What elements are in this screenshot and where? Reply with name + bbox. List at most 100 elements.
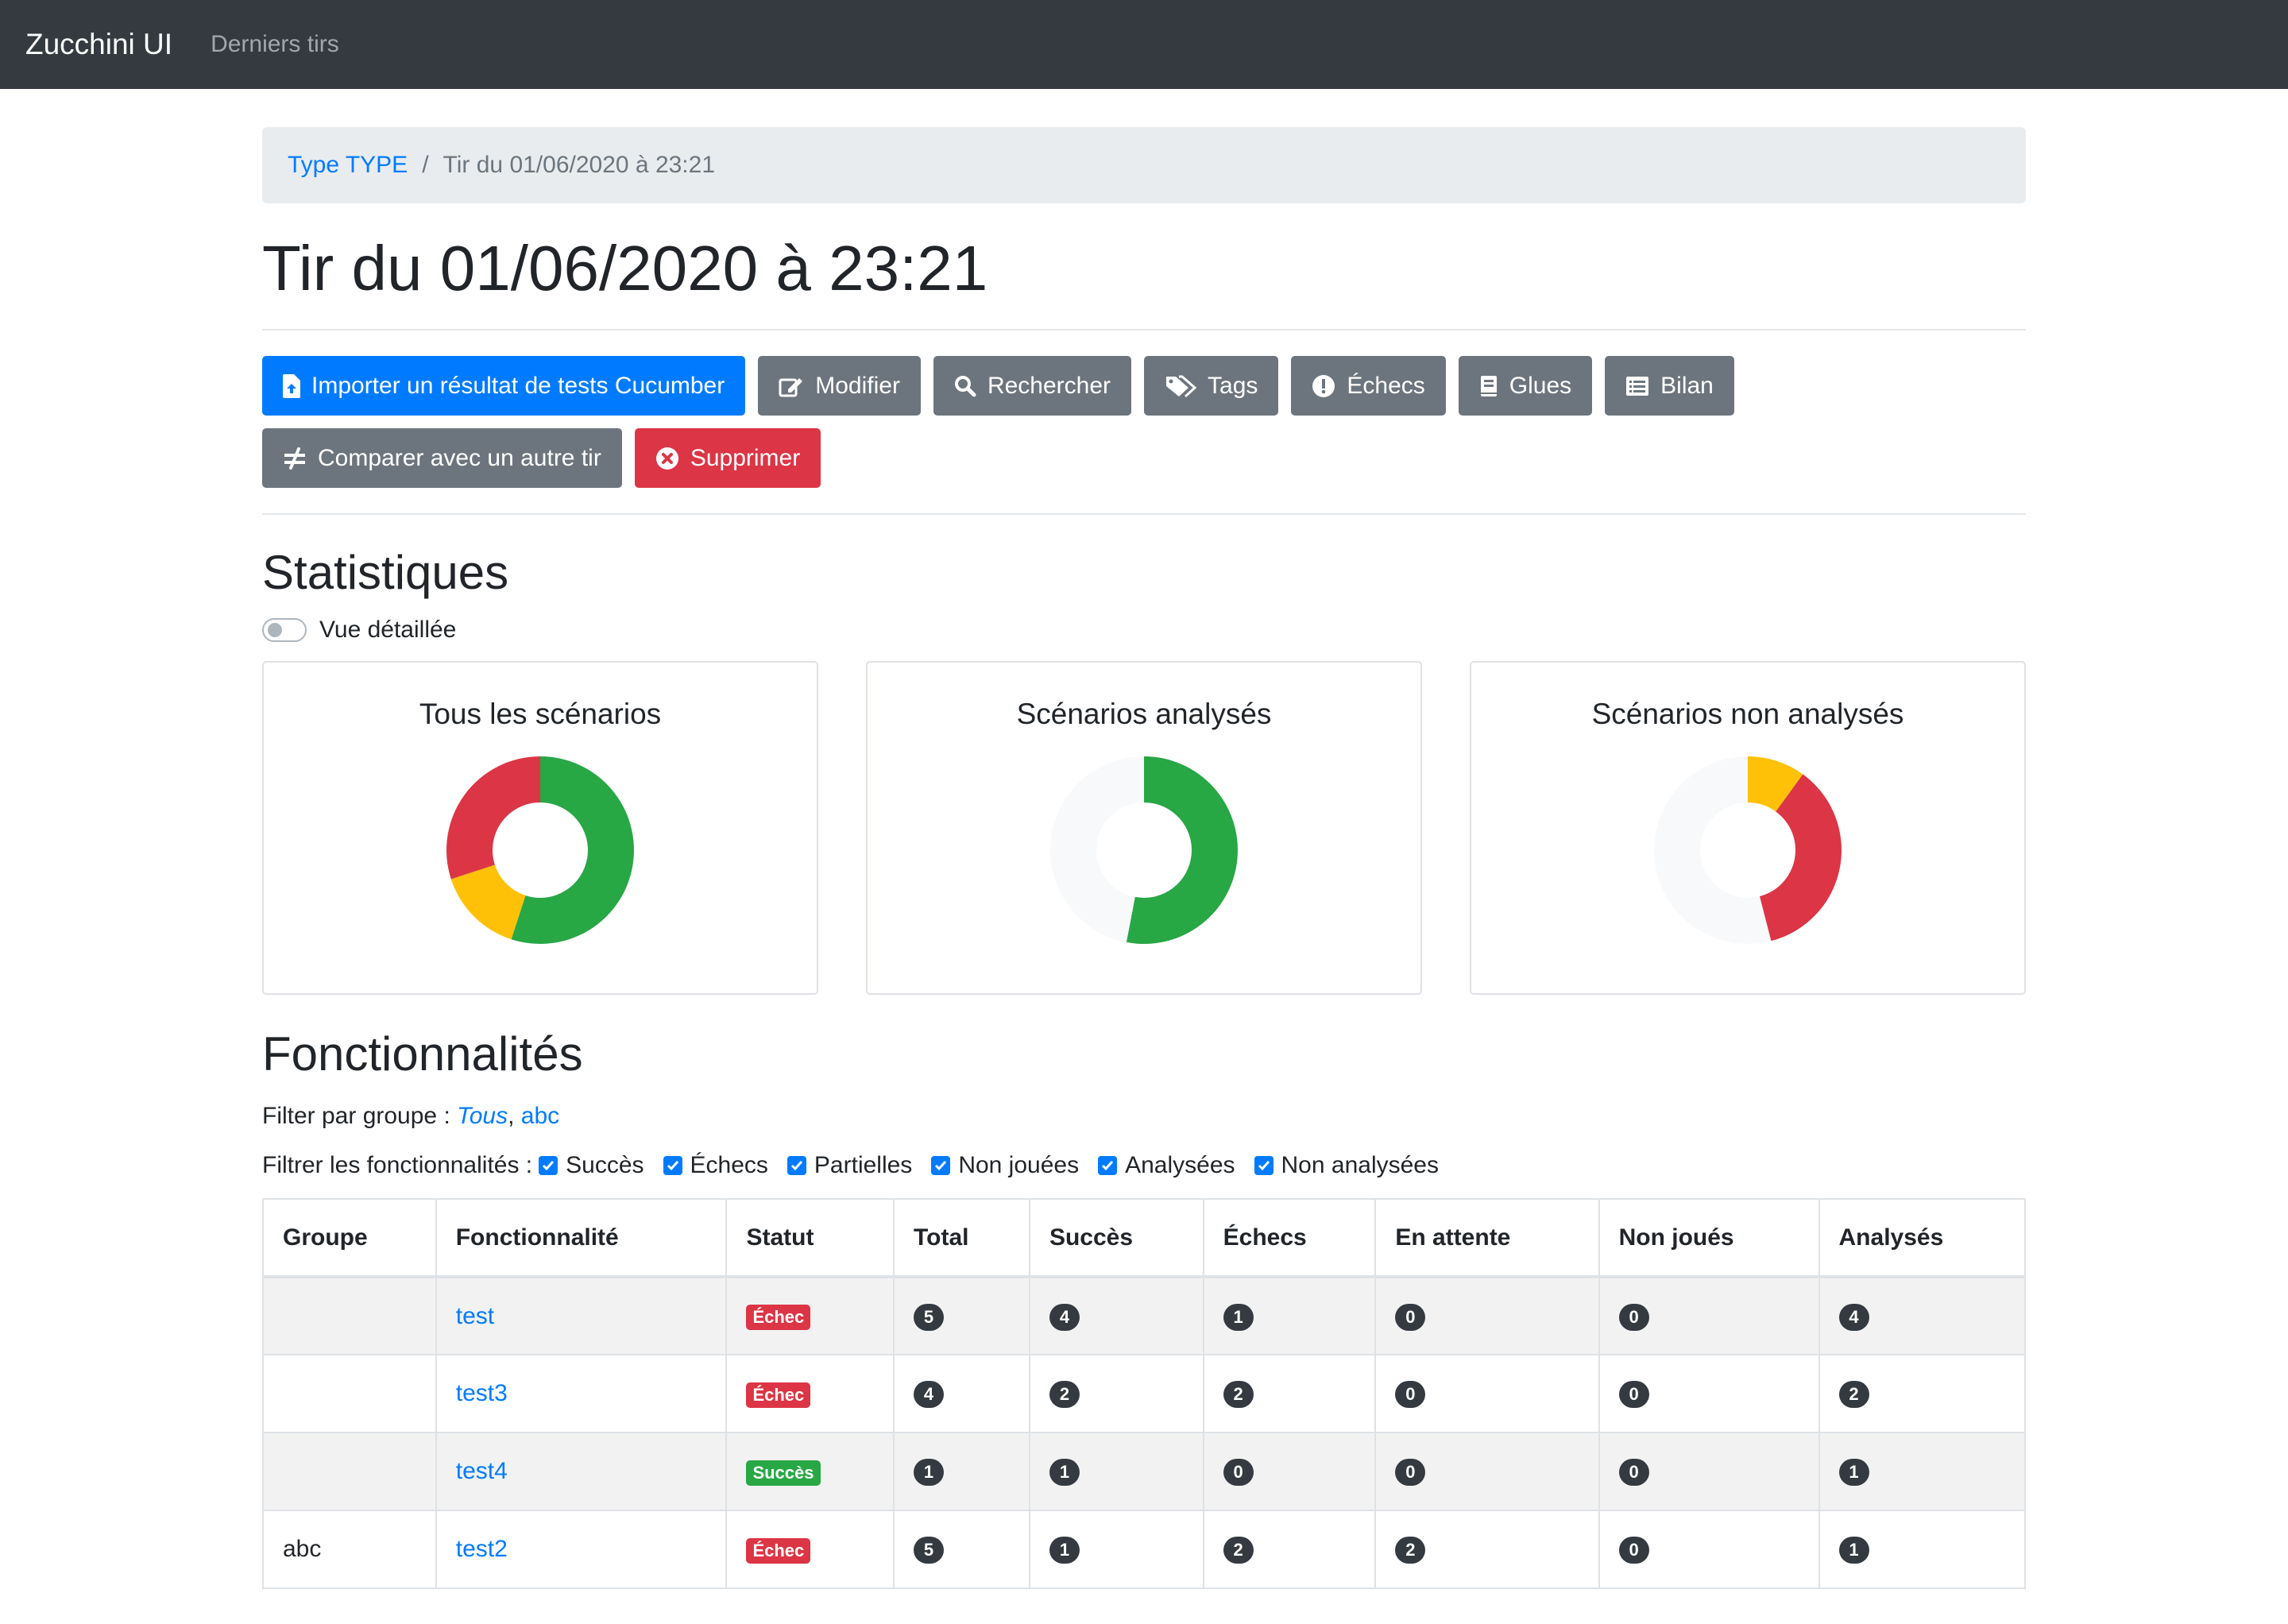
filter-checkbox-analysed[interactable] (1098, 1156, 1118, 1175)
cell-pending: 0 (1374, 1276, 1600, 1355)
feature-link[interactable]: test (455, 1302, 495, 1329)
filter-checkbox-not-analysed[interactable] (1254, 1156, 1273, 1175)
tags-label: Tags (1208, 372, 1258, 399)
table-header-row: Groupe Fonctionnalité Statut Total Succès Éch… (262, 1198, 2027, 1278)
search-button[interactable]: Rechercher (933, 356, 1132, 416)
page-title: Tir du 01/06/2020 à 23:21 (262, 233, 988, 304)
count-badge: 0 (1618, 1303, 1649, 1331)
column-header[interactable]: Fonctionnalité (435, 1198, 728, 1278)
nav-latest-runs-link[interactable]: Derniers tirs (211, 31, 339, 57)
stats-card-analysed: Scénarios analysés (866, 661, 1422, 995)
cell-status: Échec (725, 1354, 895, 1433)
cell-failures: 2 (1202, 1510, 1377, 1589)
detailed-view-toggle-row: Vue détaillée (262, 617, 2026, 644)
glues-button[interactable]: Glues (1458, 356, 1593, 416)
status-badge: Échec (746, 1537, 811, 1564)
table-row: test4 Succès 1 1 0 0 0 1 (262, 1432, 2027, 1511)
compare-button[interactable]: Comparer avec un autre tir (262, 428, 622, 488)
cell-not-run: 0 (1598, 1510, 1820, 1589)
failures-button[interactable]: Échecs (1291, 356, 1446, 416)
statistics-heading: Statistiques (262, 546, 509, 599)
breadcrumb-separator: / (422, 152, 429, 178)
exclamation-circle-icon (1312, 374, 1335, 398)
cell-total: 4 (893, 1354, 1030, 1433)
count-badge: 2 (1049, 1381, 1080, 1408)
count-badge: 2 (1223, 1537, 1254, 1564)
count-badge: 1 (1049, 1537, 1080, 1564)
import-cucumber-label: Importer un résultat de tests Cucumber (311, 372, 725, 399)
donut-slice[interactable] (1654, 756, 1772, 944)
not-equal-icon (283, 447, 307, 470)
column-header[interactable]: Groupe (262, 1198, 437, 1278)
status-badge: Succès (746, 1460, 821, 1486)
failures-label: Échecs (1347, 372, 1425, 399)
feature-link[interactable]: test2 (455, 1536, 508, 1562)
group-filter: Filter par groupe : Tous, abc (262, 1103, 2026, 1130)
column-header[interactable]: Non joués (1598, 1198, 1820, 1278)
cell-analysed: 4 (1818, 1276, 2027, 1355)
stats-card-not-analysed: Scénarios non analysés (1470, 661, 2026, 995)
donut-slice[interactable] (1759, 774, 1842, 942)
group-filter-abc-link[interactable]: abc (520, 1103, 560, 1129)
cell-not-run: 0 (1598, 1354, 1820, 1433)
cell-not-run: 0 (1598, 1432, 1820, 1511)
donut-slice[interactable] (1126, 756, 1238, 944)
cell-feature: test3 (435, 1354, 728, 1433)
cell-group (262, 1432, 437, 1511)
filter-checkbox-failures[interactable] (663, 1156, 682, 1175)
tags-button[interactable]: Tags (1144, 356, 1279, 416)
cell-pending: 2 (1374, 1510, 1600, 1589)
feature-link[interactable]: test4 (455, 1458, 508, 1484)
report-button[interactable]: Bilan (1605, 356, 1734, 416)
detailed-view-label: Vue détaillée (319, 617, 457, 643)
count-badge: 0 (1395, 1381, 1426, 1408)
count-badge: 4 (1838, 1303, 1869, 1331)
column-header[interactable]: Échecs (1202, 1198, 1377, 1278)
breadcrumb-type-link[interactable]: Type TYPE (288, 152, 408, 178)
group-filter-all-link[interactable]: Tous (457, 1103, 508, 1129)
filter-checkbox-partial[interactable] (786, 1156, 806, 1175)
file-import-icon (283, 373, 300, 398)
column-header[interactable]: Statut (725, 1198, 895, 1278)
donut-slice[interactable] (1748, 756, 1803, 812)
count-badge: 2 (1838, 1381, 1869, 1408)
search-icon (954, 375, 976, 397)
column-header[interactable]: Succès (1028, 1198, 1204, 1278)
donut-slice[interactable] (511, 756, 634, 944)
column-header[interactable]: Analysés (1818, 1198, 2027, 1278)
count-badge: 0 (1395, 1303, 1426, 1331)
feature-filter-label: Filtrer les fonctionnalités : (262, 1152, 533, 1178)
status-badge: Échec (746, 1382, 811, 1408)
features-heading: Fonctionnalités (262, 1027, 583, 1081)
cell-failures: 1 (1202, 1276, 1377, 1355)
filter-label-success: Succès (566, 1152, 644, 1178)
filter-label-failures: Échecs (690, 1152, 768, 1178)
count-badge: 4 (1049, 1303, 1080, 1331)
import-cucumber-button[interactable]: Importer un résultat de tests Cucumber (262, 356, 746, 416)
action-buttons-row-2: Comparer avec un autre tir Supprimer (262, 428, 2026, 488)
donut-slice[interactable] (446, 756, 540, 880)
divider (262, 329, 2026, 331)
column-header[interactable]: Total (893, 1198, 1030, 1278)
edit-button[interactable]: Modifier (758, 356, 921, 416)
count-badge: 1 (914, 1459, 945, 1486)
stats-card-all: Tous les scénarios (262, 661, 818, 995)
cell-analysed: 1 (1818, 1510, 2027, 1589)
donut-chart-all (446, 756, 634, 944)
cell-group (262, 1354, 437, 1433)
filter-label-analysed: Analysées (1125, 1152, 1235, 1178)
filter-checkbox-not-played[interactable] (931, 1156, 951, 1175)
brand-link[interactable]: Zucchini UI (25, 28, 173, 60)
column-header[interactable]: En attente (1374, 1198, 1600, 1278)
detailed-view-toggle[interactable] (262, 618, 307, 642)
list-alt-icon (1625, 376, 1649, 396)
count-badge: 2 (1395, 1537, 1426, 1564)
cell-success: 1 (1028, 1432, 1204, 1511)
filter-checkbox-success[interactable] (539, 1156, 558, 1175)
feature-link[interactable]: test3 (455, 1380, 508, 1406)
donut-slice[interactable] (1050, 756, 1144, 942)
delete-button[interactable]: Supprimer (634, 428, 821, 488)
count-badge: 4 (914, 1381, 945, 1408)
cell-total: 5 (893, 1276, 1030, 1355)
donut-slice[interactable] (450, 864, 526, 940)
